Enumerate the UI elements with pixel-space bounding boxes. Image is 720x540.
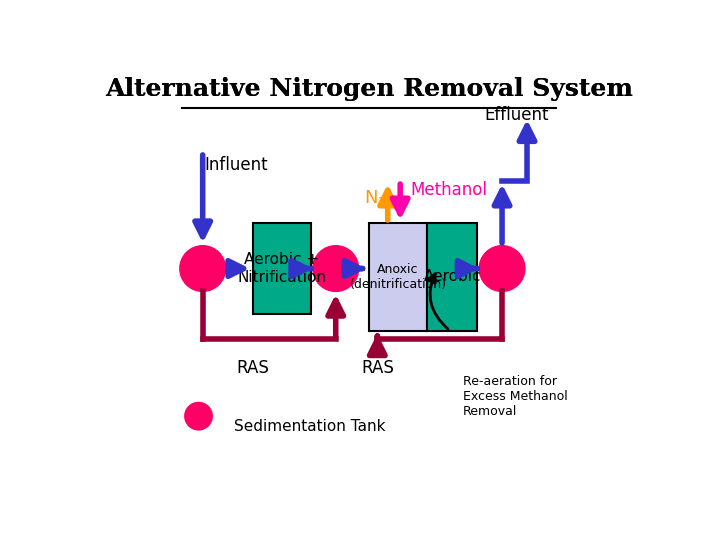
Text: Effluent: Effluent [485, 106, 549, 124]
Text: Re-aeration for
Excess Methanol
Removal: Re-aeration for Excess Methanol Removal [462, 375, 567, 417]
Bar [253, 223, 311, 314]
Text: Alternative Nitrogen Removal System: Alternative Nitrogen Removal System [105, 77, 633, 102]
Circle shape [480, 246, 525, 292]
Circle shape [185, 402, 212, 430]
Text: Methanol: Methanol [410, 180, 487, 199]
Text: Sedimentation Tank: Sedimentation Tank [234, 419, 385, 434]
Circle shape [180, 246, 225, 292]
Text: RAS: RAS [236, 359, 269, 377]
Bar [369, 223, 427, 331]
Bar [427, 223, 477, 331]
Text: Alternative Nitrogen Removal System: Alternative Nitrogen Removal System [105, 77, 633, 102]
Text: N$_2$: N$_2$ [364, 188, 387, 208]
Text: Aerobic +
Nitrification: Aerobic + Nitrification [237, 252, 326, 285]
Text: Anoxic
(denitrification): Anoxic (denitrification) [350, 263, 446, 291]
Text: Aerobic: Aerobic [423, 269, 481, 285]
Circle shape [313, 246, 359, 292]
Text: RAS: RAS [361, 359, 394, 377]
Text: Influent: Influent [204, 156, 269, 173]
